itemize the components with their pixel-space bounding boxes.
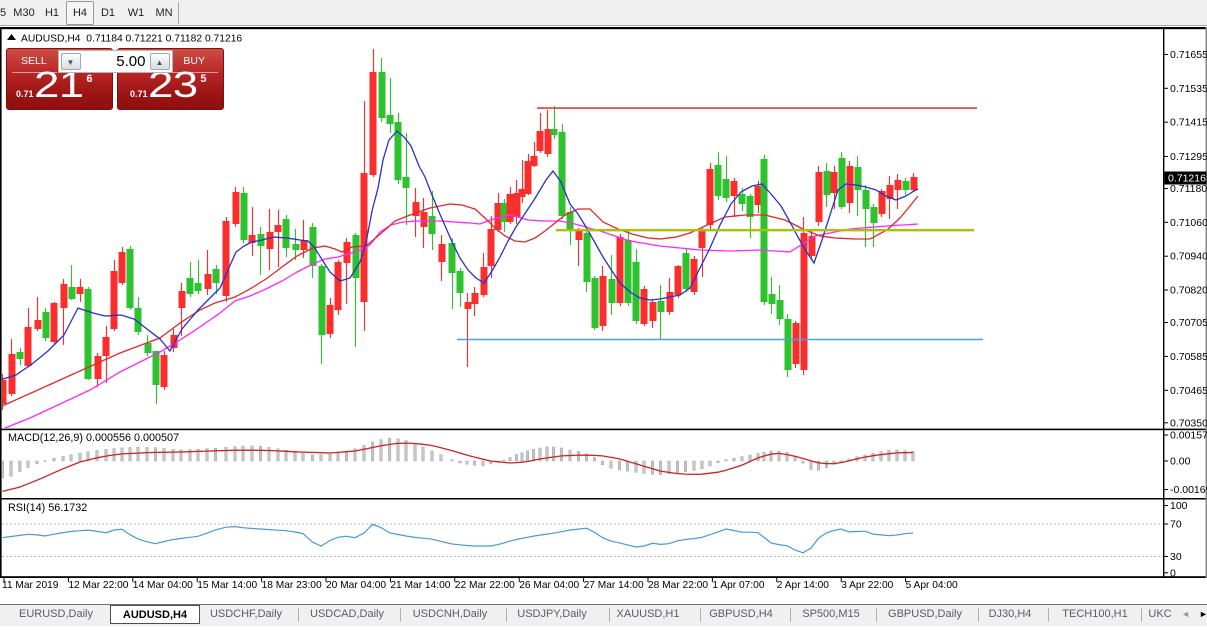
svg-text:30: 30: [1170, 551, 1182, 563]
svg-text:0.71295: 0.71295: [1170, 151, 1207, 163]
svg-text:0.00: 0.00: [1170, 456, 1191, 468]
svg-text:0.71415: 0.71415: [1170, 117, 1207, 129]
svg-text:RSI(14) 56.1732: RSI(14) 56.1732: [8, 502, 87, 514]
svg-text:0.71060: 0.71060: [1170, 217, 1207, 229]
svg-text:0.70350: 0.70350: [1170, 417, 1207, 429]
svg-text:22 Mar 22:00: 22 Mar 22:00: [455, 580, 515, 591]
svg-text:0.71180: 0.71180: [1170, 183, 1207, 195]
svg-text:5 Apr 04:00: 5 Apr 04:00: [906, 580, 958, 591]
svg-text:0.70940: 0.70940: [1170, 251, 1207, 263]
svg-text:0: 0: [1170, 567, 1176, 579]
svg-text:70: 70: [1170, 519, 1182, 531]
svg-text:0.70585: 0.70585: [1170, 351, 1207, 363]
svg-text:27 Mar 14:00: 27 Mar 14:00: [584, 580, 644, 591]
svg-text:0.71655: 0.71655: [1170, 49, 1207, 61]
svg-text:-0.001692: -0.001692: [1170, 484, 1207, 496]
svg-text:12 Mar 22:00: 12 Mar 22:00: [68, 580, 128, 591]
svg-text:0.70820: 0.70820: [1170, 285, 1207, 297]
svg-text:15 Mar 14:00: 15 Mar 14:00: [197, 580, 257, 591]
svg-text:100: 100: [1170, 500, 1188, 512]
svg-text:20 Mar 04:00: 20 Mar 04:00: [326, 580, 386, 591]
svg-text:2 Apr 14:00: 2 Apr 14:00: [777, 580, 829, 591]
svg-text:0.70705: 0.70705: [1170, 317, 1207, 329]
svg-text:14 Mar 04:00: 14 Mar 04:00: [133, 580, 193, 591]
svg-text:0.71216: 0.71216: [1168, 173, 1206, 185]
svg-text:MACD(12,26,9) 0.000556 0.00050: MACD(12,26,9) 0.000556 0.000507: [8, 432, 179, 444]
svg-text:26 Mar 04:00: 26 Mar 04:00: [519, 580, 579, 591]
svg-text:21 Mar 14:00: 21 Mar 14:00: [390, 580, 450, 591]
svg-text:1 Apr 07:00: 1 Apr 07:00: [712, 580, 764, 591]
svg-text:AUDUSD,H4 0.71184 0.71221 0.7: AUDUSD,H4 0.71184 0.71221 0.71182 0.7121…: [21, 34, 242, 45]
svg-text:0.001579: 0.001579: [1170, 430, 1207, 442]
svg-text:0.71535: 0.71535: [1170, 83, 1207, 95]
svg-text:0.70465: 0.70465: [1170, 385, 1207, 397]
svg-text:18 Mar 23:00: 18 Mar 23:00: [262, 580, 322, 591]
svg-text:3 Apr 22:00: 3 Apr 22:00: [841, 580, 893, 591]
svg-text:28 Mar 22:00: 28 Mar 22:00: [648, 580, 708, 591]
svg-text:11 Mar 2019: 11 Mar 2019: [2, 580, 59, 591]
